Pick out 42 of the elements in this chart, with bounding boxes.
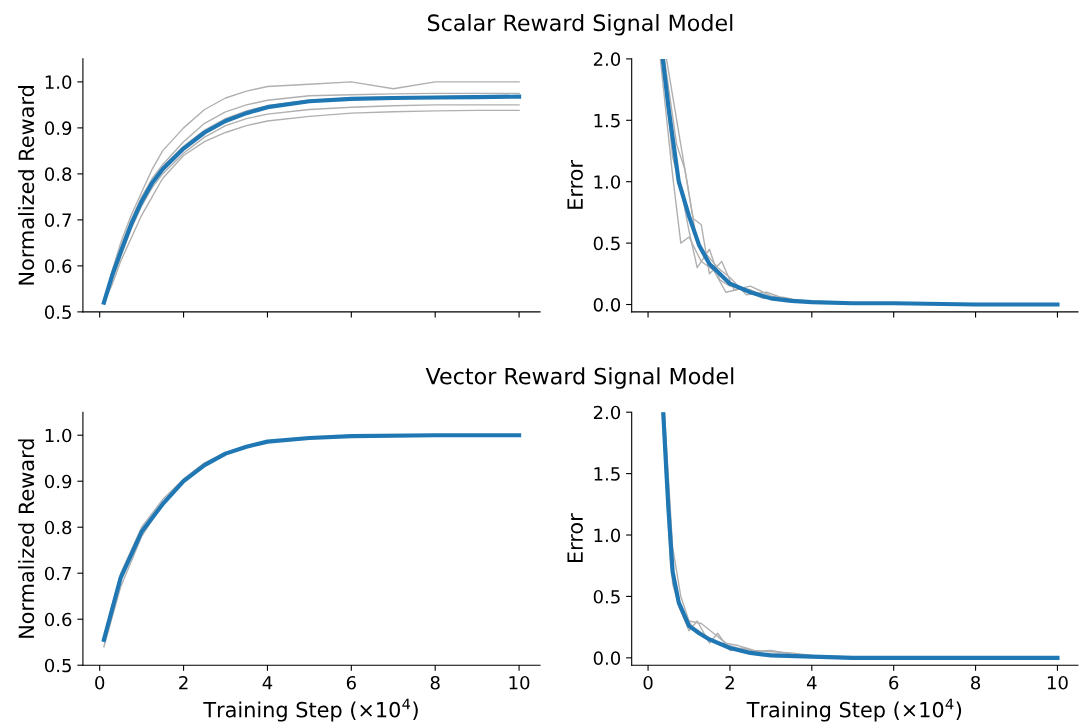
x-tick-label: 6 [889, 675, 899, 690]
y-tick-label: 0.5 [593, 236, 620, 251]
y-tick-label: 0.0 [593, 651, 621, 665]
y-tick-label: 1.0 [594, 528, 621, 543]
y-tick-label: 0.9 [44, 121, 72, 135]
x-tick-label: 8 [430, 675, 440, 690]
y-tick-label: 0.5 [593, 589, 620, 604]
y-tick-label: 0.7 [44, 566, 71, 581]
y-axis-title: Normalized Reward [18, 86, 35, 285]
x-axis-title: Training Step (×10$^{4}$) [746, 698, 962, 722]
y-tick-label: 0.5 [44, 305, 71, 319]
y-tick-label: 0.6 [44, 612, 72, 627]
y-tick-label: 2.0 [593, 52, 621, 66]
x-tick-label: 10 [509, 675, 530, 690]
y-tick-label: 2.0 [593, 405, 621, 420]
y-tick-label: 0.9 [44, 474, 72, 489]
y-tick-label: 1.5 [594, 113, 620, 128]
x-tick-label: 0 [95, 675, 105, 690]
chart-title: Vector Reward Signal Model [425, 367, 734, 389]
x-tick-label: 8 [971, 675, 981, 690]
x-tick-label: 0 [643, 675, 653, 690]
y-tick-label: 0.6 [44, 259, 72, 273]
y-axis-title: Normalized Reward [18, 439, 35, 638]
x-tick-label: 6 [346, 675, 356, 690]
y-axis-title: Error [567, 513, 583, 563]
x-tick-label: 2 [725, 675, 734, 690]
y-tick-label: 1.5 [594, 467, 620, 481]
y-tick-label: 0.8 [44, 520, 72, 535]
x-axis-title: Training Step (×10$^{4}$) [203, 698, 418, 722]
x-tick-label: 4 [806, 676, 817, 690]
y-tick-label: 1.0 [45, 75, 72, 89]
x-tick-label: 10 [1047, 675, 1068, 690]
x-tick-label: 4 [262, 676, 273, 690]
y-tick-label: 1.0 [45, 428, 72, 443]
chart-title: Scalar Reward Signal Model [427, 13, 733, 36]
y-tick-label: 0.7 [44, 213, 71, 227]
x-tick-label: 2 [179, 675, 188, 690]
y-tick-label: 0.8 [44, 167, 72, 181]
y-tick-label: 0.5 [44, 658, 71, 673]
y-tick-label: 0.0 [593, 297, 621, 312]
y-tick-label: 1.0 [594, 175, 621, 189]
y-axis-title: Error [567, 160, 583, 209]
